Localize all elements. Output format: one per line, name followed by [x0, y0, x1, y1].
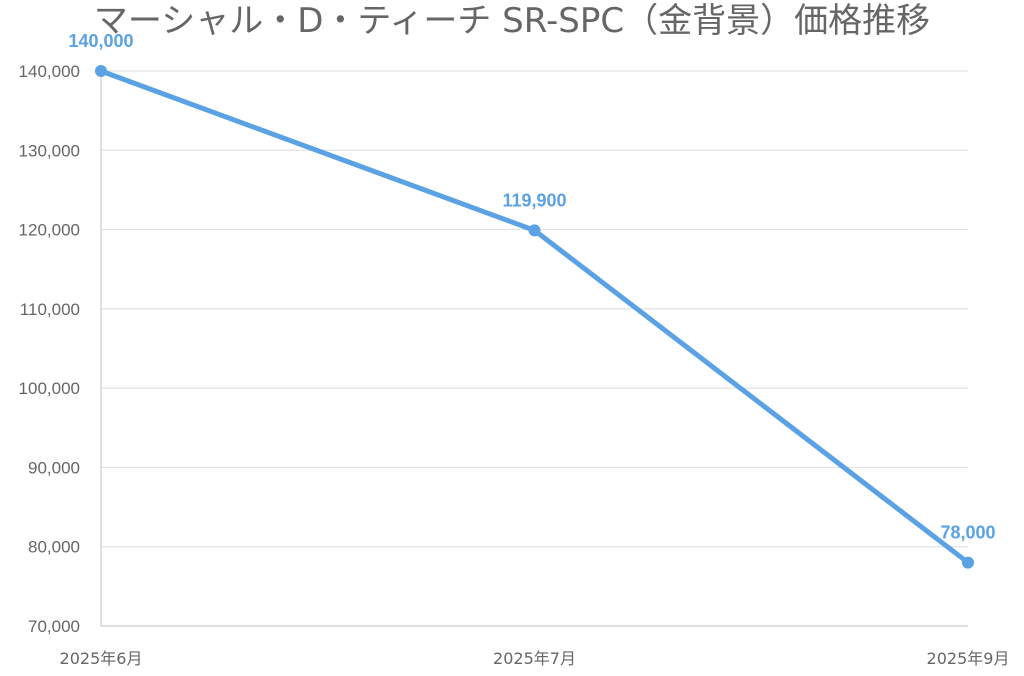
y-tick-label: 70,000: [28, 617, 80, 636]
y-tick-label: 110,000: [20, 300, 80, 319]
y-tick-label: 90,000: [28, 458, 80, 477]
x-tick-label: 2025年7月: [493, 649, 576, 668]
x-tick-label: 2025年6月: [60, 649, 143, 668]
data-point: [95, 65, 107, 77]
data-point: [528, 224, 541, 237]
y-tick-label: 100,000: [19, 379, 80, 398]
series-line: [98, 68, 971, 566]
gridlines: [101, 70, 968, 548]
y-tick-label: 80,000: [28, 538, 80, 557]
data-label: 78,000: [940, 523, 995, 543]
y-tick-label: 130,000: [19, 141, 80, 160]
x-axis-tick-labels: 2025年6月 2025年7月 2025年9月: [60, 649, 1010, 668]
data-point: [962, 556, 974, 569]
x-tick-label: 2025年9月: [927, 649, 1010, 668]
y-tick-label: 140,000: [19, 62, 80, 81]
data-label: 119,900: [502, 190, 566, 210]
chart-title: マーシャル・D・ティーチ SR-SPC（金背景）価格推移: [94, 1, 930, 41]
axes: [100, 71, 968, 627]
series-layer: [95, 65, 974, 569]
data-label: 140,000: [68, 31, 133, 51]
y-tick-label: 120,000: [19, 221, 80, 240]
data-labels: 140,000 119,900 78,000: [68, 31, 995, 543]
y-axis-tick-labels: 140,000 130,000 120,000 110,000 100,000 90,00…: [19, 62, 80, 636]
